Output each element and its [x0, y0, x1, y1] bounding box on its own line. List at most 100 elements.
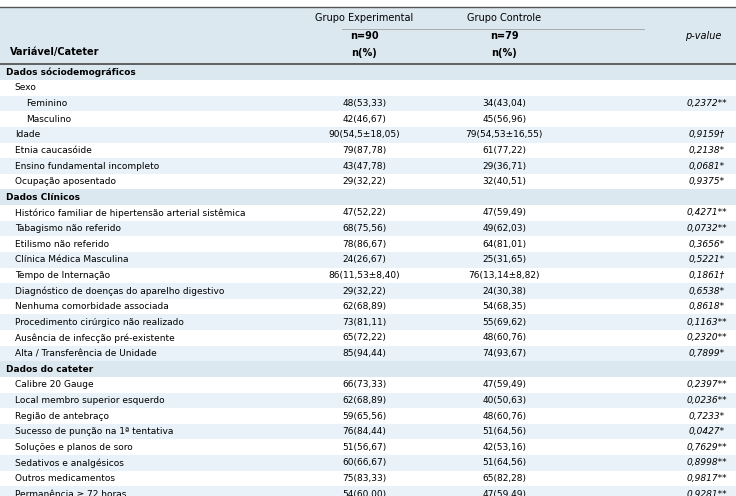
Text: 0,1163**: 0,1163** [686, 318, 727, 327]
Text: Permanência ≥ 72 horas: Permanência ≥ 72 horas [15, 490, 126, 496]
Text: Sedativos e analgésicos: Sedativos e analgésicos [15, 458, 124, 468]
Text: Nenhuma comorbidade associada: Nenhuma comorbidade associada [15, 302, 169, 311]
Text: 79(54,53±16,55): 79(54,53±16,55) [465, 130, 543, 139]
Text: 0,9817**: 0,9817** [686, 474, 727, 483]
Text: 43(47,78): 43(47,78) [342, 162, 386, 171]
Bar [0, 408, 736, 424]
Text: 0,5221*: 0,5221* [688, 255, 725, 264]
Text: Ausência de infecção pré-existente: Ausência de infecção pré-existente [15, 333, 174, 343]
Text: 29(32,22): 29(32,22) [342, 177, 386, 186]
Text: n=90: n=90 [350, 31, 378, 41]
Bar [0, 174, 736, 189]
Text: Soluções e planos de soro: Soluções e planos de soro [15, 443, 132, 452]
Text: 76(13,14±8,82): 76(13,14±8,82) [468, 271, 540, 280]
Text: 65(72,22): 65(72,22) [342, 333, 386, 342]
Bar [0, 127, 736, 143]
Text: Etilismo não referido: Etilismo não referido [15, 240, 109, 248]
Text: Sexo: Sexo [15, 83, 37, 92]
Text: Região de antebraço: Região de antebraço [15, 412, 109, 421]
Text: 59(65,56): 59(65,56) [342, 412, 386, 421]
Text: 48(53,33): 48(53,33) [342, 99, 386, 108]
Text: 24(26,67): 24(26,67) [342, 255, 386, 264]
Text: 51(64,56): 51(64,56) [482, 427, 526, 436]
Text: 51(64,56): 51(64,56) [482, 458, 526, 467]
Text: 0,2138*: 0,2138* [688, 146, 725, 155]
Text: 0,6538*: 0,6538* [688, 287, 725, 296]
Bar [0, 268, 736, 283]
Text: 75(83,33): 75(83,33) [342, 474, 386, 483]
Text: 25(31,65): 25(31,65) [482, 255, 526, 264]
Text: 73(81,11): 73(81,11) [342, 318, 386, 327]
Bar [0, 299, 736, 314]
Bar [0, 283, 736, 299]
Text: 47(59,49): 47(59,49) [482, 208, 526, 217]
Bar [0, 189, 736, 205]
Text: Dados sóciodemográficos: Dados sóciodemográficos [6, 67, 135, 77]
Text: 0,2320**: 0,2320** [686, 333, 727, 342]
Bar [0, 158, 736, 174]
Text: 0,9281**: 0,9281** [686, 490, 727, 496]
Text: Tempo de Internação: Tempo de Internação [15, 271, 110, 280]
Text: 0,0681*: 0,0681* [688, 162, 725, 171]
Text: Idade: Idade [15, 130, 40, 139]
Text: 0,2372**: 0,2372** [686, 99, 727, 108]
Text: 0,4271**: 0,4271** [686, 208, 727, 217]
Text: 0,8618*: 0,8618* [688, 302, 725, 311]
Text: 0,9375*: 0,9375* [688, 177, 725, 186]
Text: Dados Clínicos: Dados Clínicos [6, 193, 80, 202]
Bar [0, 112, 736, 127]
Text: 62(68,89): 62(68,89) [342, 396, 386, 405]
Text: Sucesso de punção na 1ª tentativa: Sucesso de punção na 1ª tentativa [15, 427, 173, 436]
Text: 0,1861†: 0,1861† [688, 271, 725, 280]
Text: Tabagismo não referido: Tabagismo não referido [15, 224, 121, 233]
Text: 42(46,67): 42(46,67) [342, 115, 386, 124]
Bar [0, 439, 736, 455]
Text: 49(62,03): 49(62,03) [482, 224, 526, 233]
Text: 0,7899*: 0,7899* [688, 349, 725, 358]
Text: Alta / Transferência de Unidade: Alta / Transferência de Unidade [15, 349, 157, 358]
Text: 47(59,49): 47(59,49) [482, 380, 526, 389]
Text: 47(52,22): 47(52,22) [342, 208, 386, 217]
Text: Feminino: Feminino [26, 99, 68, 108]
Text: 66(73,33): 66(73,33) [342, 380, 386, 389]
Bar [0, 314, 736, 330]
Text: 40(50,63): 40(50,63) [482, 396, 526, 405]
Text: 61(77,22): 61(77,22) [482, 146, 526, 155]
Text: Diagnóstico de doenças do aparelho digestivo: Diagnóstico de doenças do aparelho diges… [15, 286, 224, 296]
Text: 54(68,35): 54(68,35) [482, 302, 526, 311]
Text: 90(54,5±18,05): 90(54,5±18,05) [328, 130, 400, 139]
Text: 0,8998**: 0,8998** [686, 458, 727, 467]
Bar [0, 205, 736, 221]
Text: 78(86,67): 78(86,67) [342, 240, 386, 248]
Text: 32(40,51): 32(40,51) [482, 177, 526, 186]
Bar [0, 7, 736, 64]
Text: 65(82,28): 65(82,28) [482, 474, 526, 483]
Bar [0, 486, 736, 496]
Text: 0,9159†: 0,9159† [688, 130, 725, 139]
Text: n=79: n=79 [490, 31, 518, 41]
Bar [0, 221, 736, 237]
Bar [0, 80, 736, 96]
Text: 48(60,76): 48(60,76) [482, 412, 526, 421]
Bar [0, 393, 736, 408]
Text: p-value: p-value [684, 31, 721, 41]
Text: 0,7629**: 0,7629** [686, 443, 727, 452]
Text: 29(36,71): 29(36,71) [482, 162, 526, 171]
Text: Calibre 20 Gauge: Calibre 20 Gauge [15, 380, 93, 389]
Bar [0, 455, 736, 471]
Text: Variável/Cateter: Variável/Cateter [10, 47, 99, 57]
Text: Etnia caucasóide: Etnia caucasóide [15, 146, 91, 155]
Text: 45(56,96): 45(56,96) [482, 115, 526, 124]
Text: Ensino fundamental incompleto: Ensino fundamental incompleto [15, 162, 159, 171]
Text: 62(68,89): 62(68,89) [342, 302, 386, 311]
Bar [0, 377, 736, 393]
Bar [0, 143, 736, 158]
Text: 60(66,67): 60(66,67) [342, 458, 386, 467]
Text: Procedimento cirúrgico não realizado: Procedimento cirúrgico não realizado [15, 318, 183, 327]
Text: 79(87,78): 79(87,78) [342, 146, 386, 155]
Text: Grupo Controle: Grupo Controle [467, 13, 541, 23]
Bar [0, 237, 736, 252]
Text: 0,0427*: 0,0427* [688, 427, 725, 436]
Text: 0,0732**: 0,0732** [686, 224, 727, 233]
Text: Dados do cateter: Dados do cateter [6, 365, 93, 373]
